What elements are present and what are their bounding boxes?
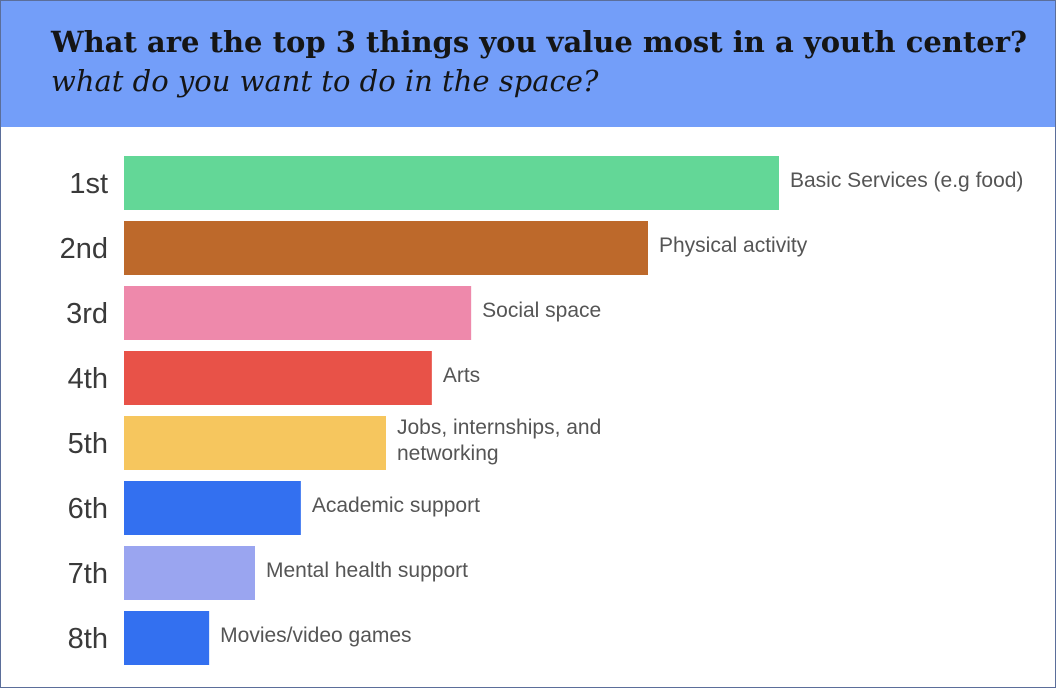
- bar-2: [124, 221, 648, 275]
- rank-label-1: 1st: [69, 168, 108, 200]
- bar-label-8: Movies/video games: [220, 624, 411, 647]
- chart-title: What are the top 3 things you value most…: [51, 25, 1028, 59]
- rank-label-5: 5th: [68, 428, 108, 460]
- rank-label-2: 2nd: [60, 233, 108, 265]
- bar-label-line: Jobs, internships, and: [397, 416, 601, 439]
- bar-label-6: Academic support: [312, 494, 480, 517]
- bar-label-1: Basic Services (e.g food): [790, 169, 1023, 192]
- bar-8: [124, 611, 210, 665]
- title-banner: What are the top 3 things you value most…: [1, 1, 1055, 127]
- bar-3: [124, 286, 472, 340]
- bar-label-2: Physical activity: [659, 234, 808, 257]
- rank-label-8: 8th: [68, 623, 108, 655]
- rank-label-3: 3rd: [66, 298, 108, 330]
- bar-5: [124, 416, 386, 470]
- bar-label-4: Arts: [443, 364, 480, 387]
- bar-label-5: Jobs, internships, and networking: [397, 416, 601, 465]
- bar-1: [124, 156, 779, 210]
- bar-label-7: Mental health support: [266, 559, 468, 582]
- bar-label-3: Social space: [482, 299, 601, 322]
- bar-6: [124, 481, 301, 535]
- bar-4: [124, 351, 432, 405]
- bar-label-line: networking: [397, 442, 499, 465]
- rank-label-6: 6th: [68, 493, 108, 525]
- bar-7: [124, 546, 255, 600]
- rank-label-4: 4th: [68, 363, 108, 395]
- rank-label-7: 7th: [68, 558, 108, 590]
- chart-subtitle: what do you want to do in the space?: [51, 64, 599, 98]
